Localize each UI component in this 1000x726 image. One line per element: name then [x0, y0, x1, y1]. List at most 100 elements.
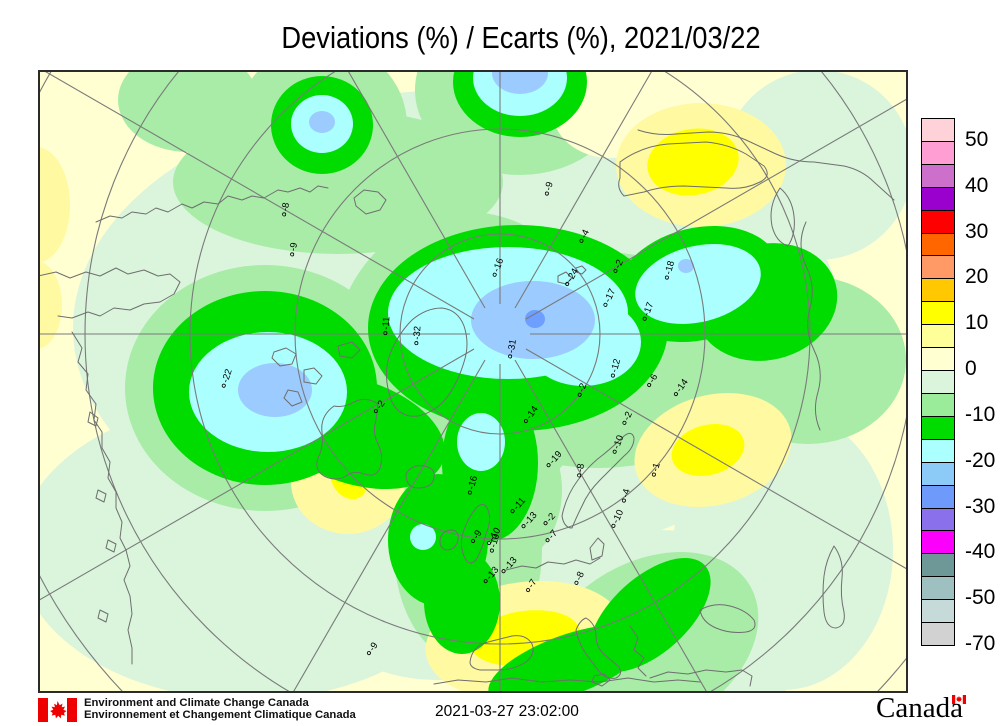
- colorbar-swatch: [921, 141, 955, 165]
- colorbar-swatch: [921, 324, 955, 348]
- colorbar-swatch: [921, 301, 955, 325]
- colorbar-tick-label: 0: [965, 357, 977, 381]
- map-border: [38, 70, 908, 693]
- colorbar-tick-label: 40: [965, 173, 989, 197]
- svg-text:-2: -2: [621, 410, 635, 422]
- svg-text:-10: -10: [610, 508, 626, 525]
- colorbar-swatch: [921, 233, 955, 256]
- agency-name-en: Environment and Climate Change Canada: [84, 697, 309, 709]
- colorbar-swatch: [921, 599, 955, 623]
- colorbar-tick-label: -70: [965, 632, 996, 655]
- colorbar-swatch: [921, 347, 955, 371]
- station-label: -18: [663, 260, 677, 280]
- station-label: -8: [573, 570, 587, 585]
- colorbar-swatch: [921, 278, 955, 302]
- svg-text:-1: -1: [650, 462, 663, 473]
- svg-text:-18: -18: [663, 260, 677, 276]
- canada-wordmark: Canada: [876, 692, 966, 725]
- colorbar-swatch: [921, 118, 955, 142]
- station-label: -10: [611, 434, 626, 454]
- colorbar-swatch: [921, 530, 955, 554]
- svg-text:-12: -12: [609, 358, 623, 374]
- svg-text:-31: -31: [506, 339, 519, 354]
- canada-flag-logo: [38, 698, 77, 722]
- svg-text:-8: -8: [573, 570, 587, 582]
- station-label: -32: [412, 326, 424, 346]
- station-label: -9: [543, 181, 556, 196]
- station-label: -2: [612, 258, 626, 273]
- coastlines: [38, 129, 895, 687]
- svg-text:-8: -8: [280, 202, 292, 212]
- station-label: -1: [650, 462, 663, 477]
- svg-text:-8: -8: [575, 463, 587, 473]
- station-label: -31: [506, 339, 519, 359]
- station-label: -4: [620, 488, 633, 503]
- colorbar-swatch: [921, 439, 955, 463]
- svg-text:-9: -9: [288, 242, 300, 252]
- colorbar-swatch: [921, 164, 955, 188]
- station-label: -17: [641, 301, 656, 321]
- colorbar-swatch: [921, 553, 955, 577]
- station-label: -9: [288, 242, 300, 257]
- svg-text:-2: -2: [612, 258, 626, 270]
- colorbar-tick-label: -10: [965, 402, 996, 426]
- colorbar-tick-label: 10: [965, 311, 989, 335]
- station-label: -16: [491, 257, 506, 277]
- colorbar-tick-label: -40: [965, 540, 996, 564]
- station-label: -11: [381, 316, 393, 336]
- colorbar-tick-label: 20: [965, 265, 989, 289]
- generation-timestamp: 2021-03-27 23:02:00: [435, 703, 579, 720]
- colorbar-swatch: [921, 416, 955, 440]
- colorbar: 50 40 30 20 10 0 -10 -20 -30 -40 -50 -70: [921, 118, 1000, 658]
- agency-name-fr: Environnement et Changement Climatique C…: [84, 709, 356, 721]
- page-title: Deviations (%) / Ecarts (%), 2021/03/22: [281, 20, 761, 55]
- colorbar-swatch: [921, 622, 955, 646]
- colorbar-tick-label: 50: [965, 127, 989, 151]
- station-label: -17: [602, 287, 618, 307]
- svg-text:-17: -17: [602, 287, 618, 304]
- colorbar-swatch: [921, 210, 955, 234]
- canada-wordmark-text: Canada: [876, 692, 963, 724]
- colorbar-swatch: [921, 576, 955, 600]
- station-label: -22: [220, 368, 235, 388]
- station-label: -8: [280, 202, 292, 217]
- svg-text:-22: -22: [220, 368, 235, 384]
- colorbar-swatch: [921, 462, 955, 486]
- svg-text:-4: -4: [620, 488, 633, 499]
- svg-text:-10: -10: [488, 533, 502, 549]
- deviation-field: [38, 70, 908, 693]
- map-frame: -8 -9 -22 -11 -32 -16 -24 -17 -17 -18 -31 -4 -2 -9 -12…: [38, 70, 908, 693]
- station-label: -2: [576, 382, 589, 397]
- colorbar-swatch: [921, 485, 955, 509]
- colorbar-swatch: [921, 370, 955, 394]
- station-label: -8: [575, 463, 587, 478]
- svg-text:-9: -9: [543, 181, 556, 192]
- station-labels: -8-9-22-11-32-16-24-17-17-18-31-4-2-9-12…: [220, 181, 691, 656]
- colorbar-tick-label: -20: [965, 448, 996, 472]
- svg-text:-16: -16: [491, 257, 506, 274]
- svg-text:-32: -32: [412, 326, 424, 340]
- colorbar-tick-label: -50: [965, 586, 996, 610]
- maple-leaf-icon: [50, 701, 67, 719]
- map-canvas: -8-9-22-11-32-16-24-17-17-18-31-4-2-9-12…: [38, 70, 908, 693]
- station-label: -12: [609, 358, 623, 378]
- station-label: -16: [466, 475, 480, 495]
- station-label: -10: [488, 533, 502, 553]
- colorbar-swatch: [921, 255, 955, 279]
- svg-text:-16: -16: [466, 475, 480, 491]
- station-label: -4: [578, 228, 592, 243]
- svg-text:-10: -10: [611, 434, 626, 451]
- station-label: -2: [621, 410, 635, 425]
- colorbar-swatch: [921, 508, 955, 531]
- colorbar-tick-label: 30: [965, 219, 989, 243]
- wordmark-flag-icon: [952, 695, 966, 704]
- svg-text:-11: -11: [381, 316, 393, 330]
- svg-text:-17: -17: [641, 301, 656, 318]
- colorbar-swatch: [921, 187, 955, 211]
- station-label: -10: [610, 508, 626, 528]
- colorbar-swatch: [921, 393, 955, 417]
- agency-name: Environment and Climate Change Canada En…: [84, 697, 356, 721]
- colorbar-tick-label: -30: [965, 494, 996, 518]
- svg-text:-4: -4: [578, 228, 592, 240]
